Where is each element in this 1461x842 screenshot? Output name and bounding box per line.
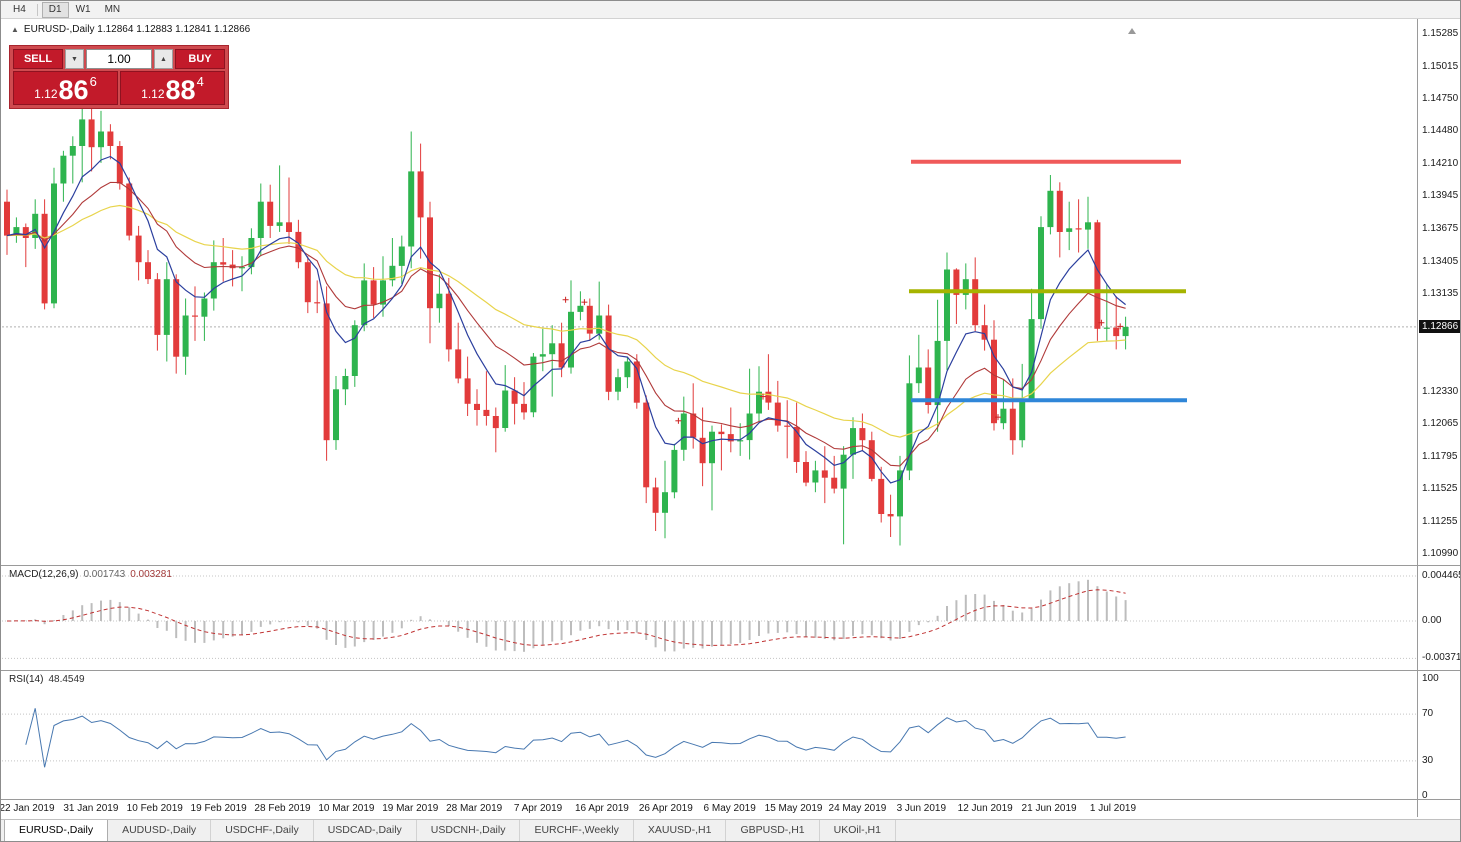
chart-title-text: EURUSD-,Daily 1.12864 1.12883 1.12841 1.… <box>23 24 251 35</box>
timeframe-button-h4[interactable]: H4 <box>13 3 26 15</box>
chevron-up-icon: ▲ <box>160 55 167 63</box>
time-axis[interactable] <box>1 801 1417 817</box>
chart-tabs-bar: EURUSD-,Daily AUDUSD-,Daily USDCHF-,Daily U… <box>1 819 1460 841</box>
volume-input[interactable]: 1.00 <box>86 49 152 69</box>
buy-price-button[interactable]: 1.12 88 4 <box>120 71 225 105</box>
sell-price-sup: 6 <box>89 74 97 89</box>
macd-indicator-label: MACD(12,26,9) 0.001743 0.003281 <box>9 569 172 580</box>
chart-tab[interactable]: EURCHF-,Weekly <box>520 820 634 841</box>
timeframe-buttons-group: H4 D1 W1 MN <box>6 1 127 18</box>
chart-tab[interactable]: EURUSD-,Daily <box>4 820 109 841</box>
macd-signal-value: 0.003281 <box>130 569 172 580</box>
buy-price-prefix: 1.12 <box>141 87 165 101</box>
buy-price-big: 88 <box>165 75 196 105</box>
sell-price-button[interactable]: 1.12 86 6 <box>13 71 118 105</box>
current-price-badge: 1.12866 <box>1419 319 1460 333</box>
chart-tab[interactable]: GBPUSD-,H1 <box>726 820 820 841</box>
buy-price-sup: 4 <box>196 74 204 89</box>
chart-tab[interactable]: AUDUSD-,Daily <box>108 820 212 841</box>
chart-tab[interactable]: XAUUSD-,H1 <box>634 820 727 841</box>
timeframe-button-mn[interactable]: MN <box>104 3 121 15</box>
timeframe-button-d1[interactable]: D1 <box>41 1 69 18</box>
one-click-trading-panel: SELL ▼ 1.00 ▲ BUY 1.12 86 6 1.12 88 4 <box>9 45 229 109</box>
chevron-down-icon: ▼ <box>71 55 78 63</box>
oct-collapse-icon[interactable]: ▲ <box>11 25 19 34</box>
sell-price-big: 86 <box>58 75 89 105</box>
chart-tab[interactable]: USDCAD-,Daily <box>314 820 417 841</box>
chart-title: ▲ EURUSD-,Daily 1.12864 1.12883 1.12841 1… <box>11 24 250 35</box>
timeframe-toolbar: H4 D1 W1 MN <box>1 1 1460 19</box>
rsi-name: RSI(14) <box>9 674 44 685</box>
rsi-indicator-label: RSI(14) 48.4549 <box>9 674 85 685</box>
chart-tab[interactable]: USDCHF-,Daily <box>211 820 314 841</box>
price-axis[interactable] <box>1418 18 1460 800</box>
toolbar-separator <box>36 3 38 16</box>
sell-price-prefix: 1.12 <box>34 87 58 101</box>
chart-shift-icon <box>1128 28 1136 34</box>
sell-button[interactable]: SELL <box>13 49 63 69</box>
chart-tab[interactable]: UKOil-,H1 <box>820 820 896 841</box>
volume-down-button[interactable]: ▼ <box>65 49 84 69</box>
buy-button[interactable]: BUY <box>175 49 225 69</box>
chart-tabs: EURUSD-,Daily AUDUSD-,Daily USDCHF-,Daily U… <box>4 820 896 841</box>
chart-tab[interactable]: USDCNH-,Daily <box>417 820 521 841</box>
macd-name: MACD(12,26,9) <box>9 569 79 580</box>
volume-up-button[interactable]: ▲ <box>154 49 173 69</box>
rsi-value: 48.4549 <box>48 674 85 685</box>
macd-main-value: 0.001743 <box>83 569 126 580</box>
timeframe-button-w1[interactable]: W1 <box>75 3 91 15</box>
